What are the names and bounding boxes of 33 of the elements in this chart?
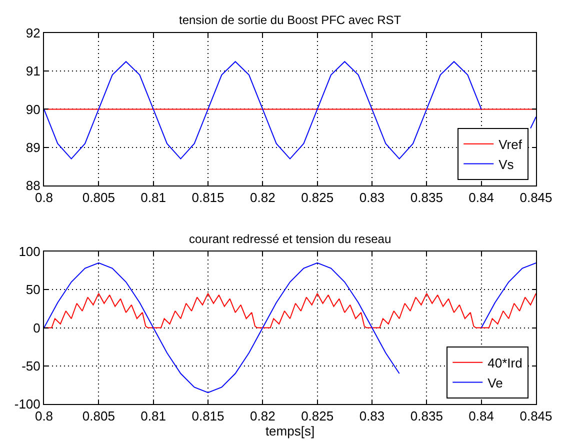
x-tick-label: 0.845	[520, 190, 552, 206]
x-tick-label: 0.835	[410, 190, 443, 206]
x-tick-label: 0.83	[359, 190, 385, 206]
x-tick-label: 0.805	[82, 408, 115, 424]
legend-label: Vs	[498, 156, 514, 172]
y-tick-label: 89	[26, 140, 40, 155]
y-tick-label: -50	[22, 358, 40, 374]
x-tick-label: 0.815	[192, 190, 224, 206]
x-tick-label: 0.84	[468, 408, 494, 424]
chart-title: courant redressé et tension du reseau	[189, 232, 392, 246]
x-tick-label: 0.81	[140, 190, 166, 206]
y-tick-label: 90	[26, 102, 40, 117]
x-tick-label: 0.825	[301, 190, 334, 206]
y-tick-label: 91	[26, 64, 40, 79]
y-tick-label: 100	[18, 244, 40, 260]
x-tick-label: 0.82	[250, 408, 276, 424]
chart-title: tension de sortie du Boost PFC avec RST	[179, 13, 402, 27]
legend-label: Vref	[498, 136, 522, 152]
x-tick-label: 0.805	[82, 190, 115, 206]
x-tick-label: 0.84	[468, 190, 494, 206]
x-tick-label: 0.815	[192, 408, 224, 424]
x-tick-label: 0.83	[359, 408, 385, 424]
x-tick-label: 0.81	[140, 408, 166, 424]
x-tick-label: 0.82	[250, 190, 276, 206]
y-tick-label: 92	[26, 26, 40, 41]
y-tick-label: 0	[33, 320, 40, 336]
x-tick-label: 0.825	[301, 408, 334, 424]
x-axis-title: temps[s]	[265, 424, 315, 439]
y-tick-label: 50	[26, 282, 40, 298]
legend-label: Ve	[488, 375, 503, 390]
x-tick-label: 0.845	[520, 408, 552, 424]
x-tick-label: 0.835	[410, 408, 443, 424]
legend-label: 40*Ird	[488, 355, 522, 370]
